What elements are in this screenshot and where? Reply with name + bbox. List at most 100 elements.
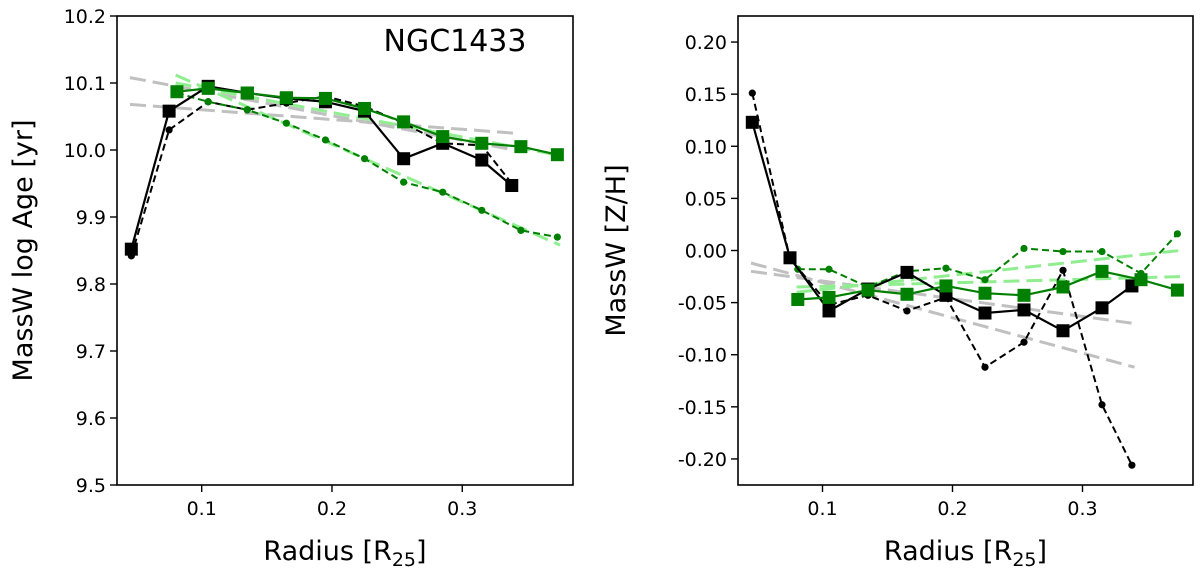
data-point-black-dashed-9 [1059,266,1067,274]
y-tick-label: 0.20 [685,32,727,54]
data-point-black-dashed-5 [903,307,911,315]
y-axis-label: MassW log Age [yr] [8,120,39,382]
y-tick-label: -0.15 [678,397,727,419]
data-point-black-dashed-11 [1128,461,1136,469]
y-tick-label: 9.6 [76,408,106,430]
data-point-green-solid-11 [550,148,564,162]
y-tick-label: 0.05 [685,188,727,210]
y-tick-label: -0.20 [678,449,727,471]
data-point-black-solid-2 [162,104,176,118]
data-point-green-solid-3 [240,86,254,100]
data-point-black-solid-8 [1017,303,1031,317]
data-point-black-solid-1 [745,115,759,129]
x-axis-label: Radius [R25] [884,536,1047,571]
data-point-green-dashed-6 [981,276,989,284]
x-tick-label: 0.1 [187,498,217,520]
data-point-green-dashed-5 [321,136,330,144]
data-point-green-dashed-10 [517,226,525,234]
data-point-black-solid-10 [1095,301,1109,315]
data-point-green-solid-7 [397,115,411,129]
chart-panel-1: 0.1 0.2 0.3 9.5 9.6 9.7 9.8 9.9 10.0 10.1 10.2 Radi… [8,6,574,571]
series-line-lightgreen-fit-2 [175,81,561,157]
y-tick-label: 0.10 [685,136,727,158]
data-point-green-dashed-5 [942,264,950,272]
data-point-black-dashed-7 [981,363,989,371]
data-point-green-solid-4 [279,91,293,105]
data-point-green-solid-6 [978,286,992,300]
series-line-black-dashed [130,95,513,257]
data-point-green-solid-1 [170,85,184,99]
data-point-green-solid-5 [318,91,332,105]
y-tick-label: 10.2 [64,6,106,28]
x-axis-label: Radius [R25] [263,536,426,571]
data-point-green-solid-5 [939,279,953,293]
y-tick-label: 9.5 [76,475,106,497]
y-tick-label: 0.15 [685,84,727,106]
y-tick-label: -0.10 [678,345,727,367]
data-point-green-solid-10 [1134,273,1148,287]
data-point-green-solid-6 [358,101,372,115]
data-point-black-solid-11 [505,179,519,193]
y-tick-label: 0.00 [685,241,727,263]
x-tick-label: 0.2 [937,498,967,520]
data-point-green-solid-3 [861,283,875,297]
data-point-black-solid-2 [783,251,797,265]
y-tick-label: 9.9 [76,207,106,229]
data-point-black-solid-5 [900,265,914,279]
data-point-green-solid-11 [1170,283,1184,297]
y-tick-label: 10.1 [64,73,106,95]
plot-frame [737,15,1194,486]
series-line-green-dashed [797,233,1179,288]
x-tick-label: 0.1 [807,498,837,520]
x-tick-label: 0.3 [1067,498,1097,520]
data-point-green-solid-4 [900,287,914,301]
data-point-green-solid-1 [791,292,805,306]
data-point-green-dashed-3 [243,106,251,114]
data-point-green-dashed-2 [825,265,833,273]
y-axis-label: MassW [Z/H] [601,164,632,336]
series-line-gray-fit-2 [129,102,515,135]
y-tick-label: -0.05 [678,293,727,315]
x-tick-label: 0.2 [317,498,347,520]
data-point-black-solid-3 [822,304,836,318]
data-point-black-solid-9 [1056,324,1070,338]
data-point-green-solid-7 [1017,288,1031,302]
galaxy-name-annotation: NGC1433 [384,24,527,59]
data-point-green-solid-10 [514,140,528,154]
data-point-black-solid-7 [978,306,992,320]
data-point-green-dashed-7 [400,178,408,186]
plot-frame [116,15,574,486]
data-point-black-solid-1 [124,242,138,256]
data-point-green-dashed-9 [478,206,486,214]
data-point-black-dashed-1 [748,89,756,97]
data-point-green-dashed-6 [360,155,369,163]
data-point-green-dashed-11 [1173,230,1181,238]
data-point-green-solid-8 [436,130,450,144]
chart-panel-2: 0.1 0.2 0.3 -0.20 -0.15 -0.10 -0.05 0.00 0.05 0.1… [601,15,1194,571]
x-tick-label: 0.3 [447,498,477,520]
series-line-lightgreen-fit-2 [796,275,1181,289]
data-point-green-solid-2 [822,290,836,304]
data-point-green-dashed-8 [1059,247,1067,256]
y-tick-label: 9.8 [76,274,106,296]
data-point-green-dashed-7 [1020,244,1028,253]
data-point-green-dashed-9 [1098,247,1106,256]
data-point-green-solid-2 [201,81,215,95]
data-point-green-dashed-11 [553,233,561,241]
data-point-green-solid-9 [475,136,489,150]
y-tick-label: 9.7 [76,341,106,363]
data-point-black-solid-8 [397,152,411,166]
data-point-green-dashed-8 [439,188,447,196]
data-point-black-solid-10 [475,153,489,167]
data-point-black-dashed-8 [1020,338,1028,346]
data-point-green-solid-9 [1095,264,1109,278]
data-point-green-dashed-2 [204,98,212,106]
y-tick-label: 10.0 [64,140,106,162]
data-point-black-dashed-2 [165,126,173,134]
series-line-lightgreen-fit-1 [796,249,1181,294]
series-line-gray-fit-1 [750,261,1135,369]
data-point-black-dashed-10 [1098,401,1106,409]
data-point-green-dashed-4 [282,119,290,127]
data-point-green-solid-8 [1056,280,1070,294]
